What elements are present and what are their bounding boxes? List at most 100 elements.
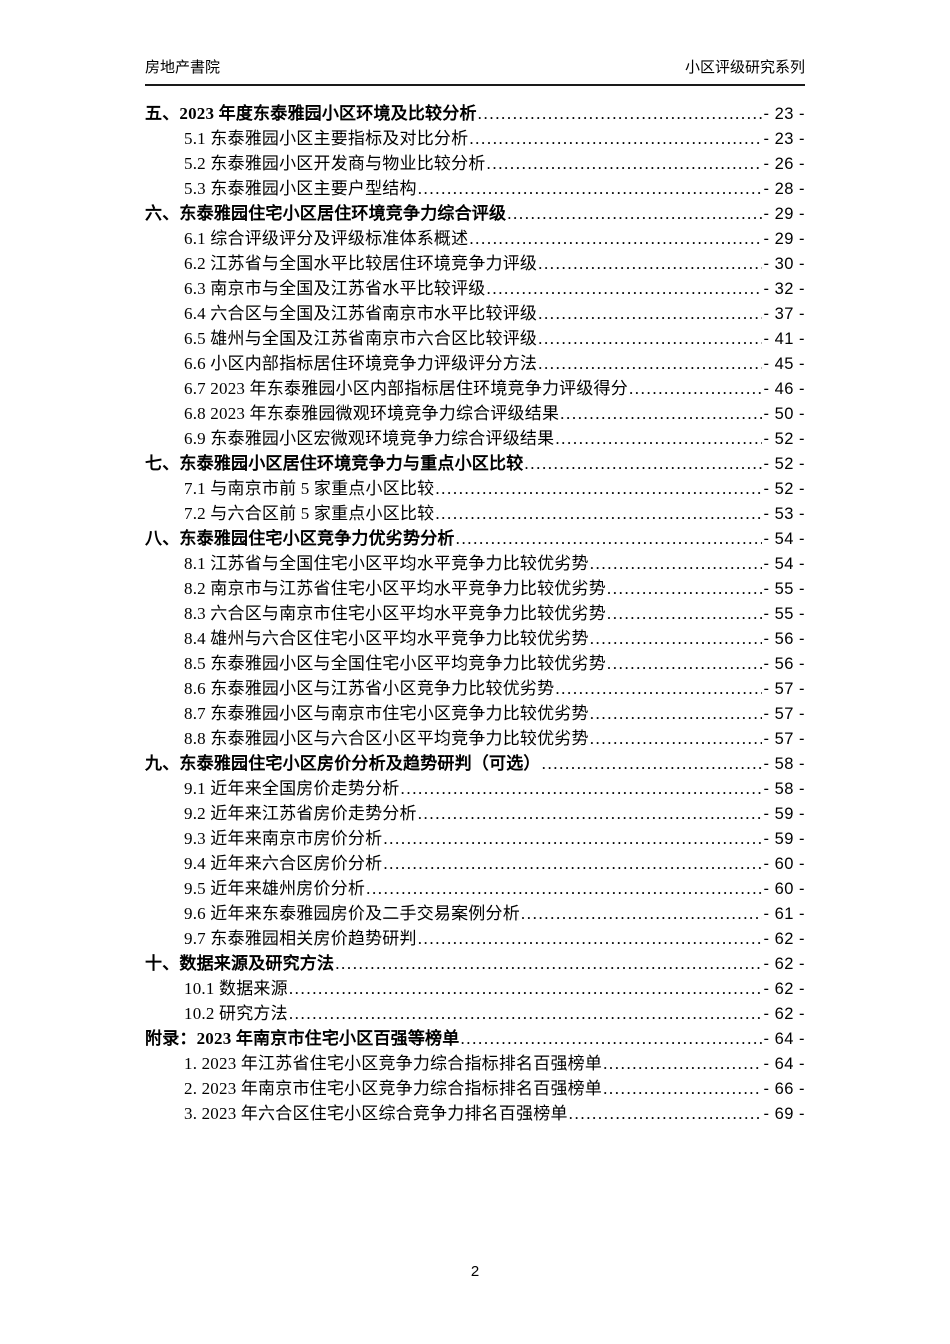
toc-entry-page: - 54 - <box>763 555 805 573</box>
toc-leader-dots <box>335 951 762 976</box>
toc-entry-page: - 45 - <box>763 355 805 373</box>
toc-entry[interactable]: 9.5 近年来雄州房价分析 - 60 - <box>145 876 805 901</box>
toc-entry-title: 6.9 东泰雅园小区宏微观环境竞争力综合评级结果 <box>184 429 555 448</box>
toc-entry[interactable]: 6.7 2023 年东泰雅园小区内部指标居住环境竞争力评级得分 - 46 - <box>145 376 805 401</box>
toc-entry-page: - 58 - <box>763 755 805 773</box>
toc-entry[interactable]: 8.1 江苏省与全国住宅小区平均水平竞争力比较优劣势 - 54 - <box>145 551 805 576</box>
toc-entry-page: - 29 - <box>763 205 805 223</box>
toc-entry-title: 9.3 近年来南京市房价分析 <box>184 829 383 848</box>
toc-entry[interactable]: 6.3 南京市与全国及江苏省水平比较评级 - 32 - <box>145 276 805 301</box>
toc-entry[interactable]: 10.2 研究方法 - 62 - <box>145 1001 805 1026</box>
toc-entry-page: - 60 - <box>763 855 805 873</box>
toc-entry[interactable]: 5.2 东泰雅园小区开发商与物业比较分析 - 26 - <box>145 151 805 176</box>
toc-leader-dots <box>469 126 762 151</box>
toc-entry[interactable]: 6.1 综合评级评分及评级标准体系概述 - 29 - <box>145 226 805 251</box>
toc-entry[interactable]: 10.1 数据来源 - 62 - <box>145 976 805 1001</box>
toc-entry[interactable]: 9.2 近年来江苏省房价走势分析 - 59 - <box>145 801 805 826</box>
toc-entry-page: - 60 - <box>763 880 805 898</box>
toc-entry[interactable]: 5.3 东泰雅园小区主要户型结构 - 28 - <box>145 176 805 201</box>
toc-entry[interactable]: 9.7 东泰雅园相关房价趋势研判 - 62 - <box>145 926 805 951</box>
toc-leader-dots <box>524 451 762 476</box>
toc-entry-title: 6.5 雄州与全国及江苏省南京市六合区比较评级 <box>184 329 538 348</box>
toc-entry-page: - 23 - <box>763 130 805 148</box>
toc-entry[interactable]: 6.9 东泰雅园小区宏微观环境竞争力综合评级结果 - 52 - <box>145 426 805 451</box>
toc-entry[interactable]: 6.6 小区内部指标居住环境竞争力评级评分方法 - 45 - <box>145 351 805 376</box>
toc-leader-dots <box>418 926 763 951</box>
toc-entry[interactable]: 6.4 六合区与全国及江苏省南京市水平比较评级 - 37 - <box>145 301 805 326</box>
toc-entry[interactable]: 9.6 近年来东泰雅园房价及二手交易案例分析 - 61 - <box>145 901 805 926</box>
toc-leader-dots <box>435 476 762 501</box>
toc-entry[interactable]: 8.8 东泰雅园小区与六合区小区平均竞争力比较优劣势 - 57 - <box>145 726 805 751</box>
toc-entry-page: - 64 - <box>763 1030 805 1048</box>
toc-entry-title: 3. 2023 年六合区住宅小区综合竞争力排名百强榜单 <box>184 1104 568 1123</box>
toc-leader-dots <box>555 426 762 451</box>
toc-entry-title: 十、数据来源及研究方法 <box>145 954 335 973</box>
toc-entry[interactable]: 8.6 东泰雅园小区与江苏省小区竞争力比较优劣势 - 57 - <box>145 676 805 701</box>
toc-entry-page: - 46 - <box>763 380 805 398</box>
page-header: 房地产書院 小区评级研究系列 <box>145 58 805 86</box>
toc-entry-title: 5.1 东泰雅园小区主要指标及对比分析 <box>184 129 469 148</box>
toc-entry-title: 五、2023 年度东泰雅园小区环境及比较分析 <box>145 104 477 123</box>
toc-leader-dots <box>569 1101 763 1126</box>
toc-entry-page: - 59 - <box>763 830 805 848</box>
toc-leader-dots <box>607 651 763 676</box>
toc-entry[interactable]: 七、东泰雅园小区居住环境竞争力与重点小区比较 - 52 - <box>145 451 805 476</box>
toc-entry-title: 8.8 东泰雅园小区与六合区小区平均竞争力比较优劣势 <box>184 729 589 748</box>
toc-entry-page: - 41 - <box>763 330 805 348</box>
toc-leader-dots <box>487 276 763 301</box>
toc-entry-page: - 62 - <box>763 1005 805 1023</box>
toc-entry[interactable]: 8.5 东泰雅园小区与全国住宅小区平均竞争力比较优劣势 - 56 - <box>145 651 805 676</box>
toc-entry[interactable]: 5.1 东泰雅园小区主要指标及对比分析 - 23 - <box>145 126 805 151</box>
toc-entry[interactable]: 附录：2023 年南京市住宅小区百强等榜单 - 64 - <box>145 1026 805 1051</box>
toc-entry[interactable]: 6.2 江苏省与全国水平比较居住环境竞争力评级 - 30 - <box>145 251 805 276</box>
toc-entry-page: - 53 - <box>763 505 805 523</box>
toc-entry-page: - 32 - <box>763 280 805 298</box>
toc-entry[interactable]: 五、2023 年度东泰雅园小区环境及比较分析 - 23 - <box>145 101 805 126</box>
toc-entry-title: 1. 2023 年江苏省住宅小区竞争力综合指标排名百强榜单 <box>184 1054 603 1073</box>
header-right-text: 小区评级研究系列 <box>684 59 805 76</box>
toc-entry[interactable]: 六、东泰雅园住宅小区居住环境竞争力综合评级 - 29 - <box>145 201 805 226</box>
toc-entry-title: 6.1 综合评级评分及评级标准体系概述 <box>184 229 469 248</box>
toc-entry-page: - 37 - <box>763 305 805 323</box>
toc-entry[interactable]: 2. 2023 年南京市住宅小区竞争力综合指标排名百强榜单 - 66 - <box>145 1076 805 1101</box>
toc-entry-title: 6.6 小区内部指标居住环境竞争力评级评分方法 <box>184 354 538 373</box>
toc-entry[interactable]: 3. 2023 年六合区住宅小区综合竞争力排名百强榜单 - 69 - <box>145 1101 805 1126</box>
toc-leader-dots <box>590 701 763 726</box>
toc-entry[interactable]: 8.4 雄州与六合区住宅小区平均水平竞争力比较优劣势 - 56 - <box>145 626 805 651</box>
toc-leader-dots <box>555 676 762 701</box>
toc-entry[interactable]: 8.2 南京市与江苏省住宅小区平均水平竞争力比较优劣势 - 55 - <box>145 576 805 601</box>
toc-entry[interactable]: 6.8 2023 年东泰雅园微观环境竞争力综合评级结果 - 50 - <box>145 401 805 426</box>
toc-leader-dots <box>607 601 763 626</box>
toc-entry[interactable]: 9.1 近年来全国房价走势分析 - 58 - <box>145 776 805 801</box>
toc-entry-title: 10.1 数据来源 <box>184 979 288 998</box>
toc-leader-dots <box>456 526 763 551</box>
toc-entry[interactable]: 9.3 近年来南京市房价分析 - 59 - <box>145 826 805 851</box>
toc-entry-page: - 69 - <box>763 1105 805 1123</box>
toc-entry-title: 2. 2023 年南京市住宅小区竞争力综合指标排名百强榜单 <box>184 1079 603 1098</box>
toc-entry[interactable]: 8.7 东泰雅园小区与南京市住宅小区竞争力比较优劣势 - 57 - <box>145 701 805 726</box>
toc-entry[interactable]: 8.3 六合区与南京市住宅小区平均水平竞争力比较优劣势 - 55 - <box>145 601 805 626</box>
toc-leader-dots <box>383 826 762 851</box>
toc-entry[interactable]: 7.1 与南京市前 5 家重点小区比较 - 52 - <box>145 476 805 501</box>
toc-entry-title: 7.1 与南京市前 5 家重点小区比较 <box>184 479 435 498</box>
toc-entry[interactable]: 十、数据来源及研究方法 - 62 - <box>145 951 805 976</box>
toc-entry[interactable]: 7.2 与六合区前 5 家重点小区比较 - 53 - <box>145 501 805 526</box>
toc-entry-title: 8.2 南京市与江苏省住宅小区平均水平竞争力比较优劣势 <box>184 579 606 598</box>
toc-entry-title: 9.7 东泰雅园相关房价趋势研判 <box>184 929 417 948</box>
toc-entry-title: 九、东泰雅园住宅小区房价分析及趋势研判（可选） <box>145 754 541 773</box>
toc-entry[interactable]: 八、东泰雅园住宅小区竞争力优劣势分析 - 54 - <box>145 526 805 551</box>
toc-leader-dots <box>460 1026 762 1051</box>
toc-entry-title: 9.5 近年来雄州房价分析 <box>184 879 366 898</box>
toc-entry-page: - 55 - <box>763 580 805 598</box>
toc-entry[interactable]: 九、东泰雅园住宅小区房价分析及趋势研判（可选） - 58 - <box>145 751 805 776</box>
page-footer: 2 <box>0 1263 950 1280</box>
toc-entry-title: 6.8 2023 年东泰雅园微观环境竞争力综合评级结果 <box>184 404 560 423</box>
toc-leader-dots <box>469 226 762 251</box>
toc-entry[interactable]: 9.4 近年来六合区房价分析 - 60 - <box>145 851 805 876</box>
toc-entry-title: 6.4 六合区与全国及江苏省南京市水平比较评级 <box>184 304 538 323</box>
toc-leader-dots <box>289 976 763 1001</box>
toc-entry[interactable]: 1. 2023 年江苏省住宅小区竞争力综合指标排名百强榜单 - 64 - <box>145 1051 805 1076</box>
toc-entry[interactable]: 6.5 雄州与全国及江苏省南京市六合区比较评级 - 41 - <box>145 326 805 351</box>
toc-entry-title: 8.1 江苏省与全国住宅小区平均水平竞争力比较优劣势 <box>184 554 589 573</box>
